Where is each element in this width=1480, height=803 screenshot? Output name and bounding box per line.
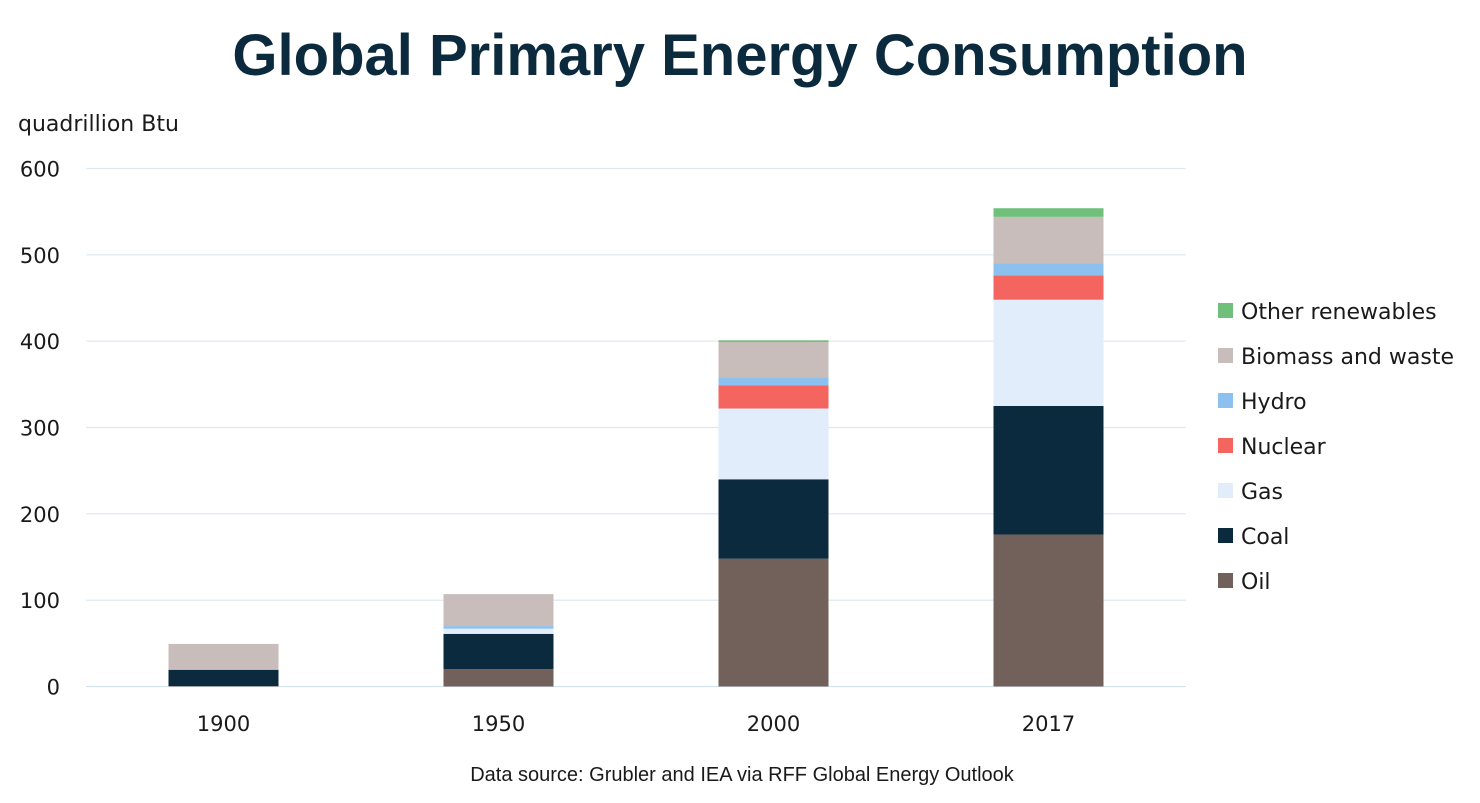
y-tick-label: 500 — [20, 244, 60, 268]
y-axis-ticks: 0 100 200 300 400 500 600 — [20, 158, 60, 700]
y-tick-label: 200 — [20, 503, 60, 527]
legend-swatch-oil — [1218, 573, 1233, 588]
data-source-note: Data source: Grubler and IEA via RFF Glo… — [470, 764, 1014, 786]
legend-swatch-gas — [1218, 483, 1233, 498]
bar-segment-hydro-1950 — [443, 626, 554, 629]
bar-segment-gas-2000 — [718, 408, 829, 480]
legend-label: Gas — [1241, 480, 1283, 505]
x-tick-label: 1950 — [472, 712, 525, 736]
bar-segment-other-renewables-2017 — [993, 208, 1104, 217]
bar-segment-hydro-2000 — [718, 377, 829, 386]
bar-segment-nuclear-2000 — [718, 385, 829, 409]
bar-segment-oil-2017 — [993, 534, 1104, 687]
y-tick-label: 400 — [20, 330, 60, 354]
legend-swatch-biomass-and-waste — [1218, 348, 1233, 363]
y-tick-label: 300 — [20, 417, 60, 441]
x-tick-label: 1900 — [197, 712, 250, 736]
bar-segment-coal-1900 — [168, 669, 279, 687]
legend-swatch-nuclear — [1218, 438, 1233, 453]
bar-segment-gas-1950 — [443, 628, 554, 634]
y-axis-unit-label: quadrillion Btu — [18, 112, 179, 137]
bar-segment-biomass-and-waste-2017 — [993, 216, 1104, 264]
y-tick-label: 0 — [47, 676, 60, 700]
legend-swatch-other-renewables — [1218, 303, 1233, 318]
legend-label: Coal — [1241, 525, 1289, 550]
bar-segment-biomass-and-waste-1950 — [443, 594, 554, 627]
bar-segment-coal-1950 — [443, 633, 554, 670]
x-axis-ticks: 1900 1950 2000 2017 — [197, 712, 1075, 736]
bar-segment-oil-1950 — [443, 669, 554, 687]
bar-segment-biomass-and-waste-1900 — [168, 643, 279, 669]
bar-segment-hydro-2017 — [993, 263, 1104, 276]
y-tick-label: 600 — [20, 158, 60, 182]
bar-segment-oil-2000 — [718, 558, 829, 687]
bar-segment-other-renewables-2000 — [718, 340, 829, 343]
bar-segment-coal-2017 — [993, 405, 1104, 535]
legend-label: Hydro — [1241, 390, 1307, 415]
y-tick-label: 100 — [20, 589, 60, 613]
chart-title: Global Primary Energy Consumption — [232, 23, 1248, 88]
legend-label: Biomass and waste — [1241, 345, 1454, 370]
legend: Other renewables Biomass and waste Hydro Nu… — [1218, 300, 1454, 595]
x-tick-label: 2017 — [1022, 712, 1075, 736]
bars — [168, 208, 1104, 687]
legend-swatch-hydro — [1218, 393, 1233, 408]
bar-segment-nuclear-2017 — [993, 275, 1104, 300]
x-tick-label: 2000 — [747, 712, 800, 736]
legend-label: Nuclear — [1241, 435, 1327, 460]
bar-segment-biomass-and-waste-2000 — [718, 342, 829, 378]
bar-segment-gas-2017 — [993, 299, 1104, 406]
legend-label: Other renewables — [1241, 300, 1437, 325]
legend-swatch-coal — [1218, 528, 1233, 543]
legend-label: Oil — [1241, 570, 1271, 595]
bar-segment-coal-2000 — [718, 479, 829, 559]
